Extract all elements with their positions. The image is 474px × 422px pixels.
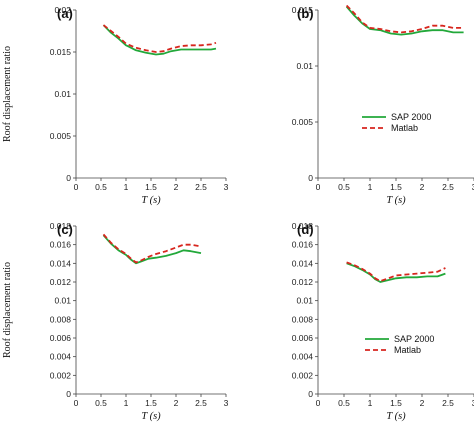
y-tick-label: 0.002	[50, 370, 72, 380]
y-tick-label: 0.016	[292, 240, 314, 250]
legend-label: SAP 2000	[391, 112, 431, 122]
chart-panel-a: 0 0.005 0.01 0.015 0.02 0 0.5 1 1.5 2 2.5 3 (a) T (s)…	[2, 5, 229, 206]
y-tick-label: 0.012	[50, 277, 72, 287]
series-line-sap-2000	[102, 24, 217, 56]
x-tick-label: 1	[124, 398, 129, 408]
y-tick-label: 0.006	[292, 333, 314, 343]
x-tick-label: 1.5	[390, 398, 402, 408]
y-tick-label: 0.004	[50, 352, 72, 362]
chart-panel-b: 0 0.005 0.01 0.015 0 0.5 1 1.5 2 2.5 3 (b) T (s) SAP …	[292, 4, 474, 206]
y-tick-label: 0.004	[292, 352, 314, 362]
y-tick-label: 0.01	[54, 89, 71, 99]
x-tick-label: 0	[74, 182, 79, 192]
x-tick-label: 0	[316, 182, 321, 192]
panel-label: (b)	[297, 6, 314, 21]
panel-label: (d)	[297, 222, 314, 237]
x-tick-label: 1	[124, 182, 129, 192]
x-tick-label: 1	[368, 398, 373, 408]
y-tick-label: 0.012	[292, 277, 314, 287]
series-line-sap-2000	[345, 6, 464, 36]
x-tick-label: 1.5	[390, 182, 402, 192]
y-tick-label: 0	[308, 173, 313, 183]
y-tick-label: 0.018	[50, 221, 72, 231]
y-tick-label: 0.005	[292, 117, 314, 127]
x-tick-label: 2.5	[195, 182, 207, 192]
legend-label: Matlab	[394, 345, 421, 355]
x-tick-label: 2	[420, 398, 425, 408]
x-tick-label: 3	[472, 398, 474, 408]
y-axis-title: Roof displacement ratio	[2, 262, 13, 358]
y-axis-title: Roof displacement ratio	[2, 46, 13, 142]
x-tick-label: 3	[224, 398, 229, 408]
y-tick-label: 0.015	[292, 5, 314, 15]
y-tick-label: 0.005	[50, 131, 72, 141]
legend-label: Matlab	[391, 123, 418, 133]
y-tick-label: 0.014	[50, 258, 72, 268]
y-tick-label: 0	[66, 173, 71, 183]
x-axis-title: T (s)	[141, 195, 161, 206]
series-line-matlab	[345, 4, 464, 34]
y-tick-label: 0.014	[292, 258, 314, 268]
y-tick-label: 0.006	[50, 333, 72, 343]
x-tick-label: 0	[316, 398, 321, 408]
x-tick-label: 2	[174, 398, 179, 408]
series-line-sap-2000	[102, 234, 202, 265]
y-tick-label: 0.018	[292, 221, 314, 231]
x-tick-label: 1	[368, 182, 373, 192]
x-tick-label: 2	[174, 182, 179, 192]
y-tick-label: 0.008	[292, 314, 314, 324]
x-tick-label: 0.5	[338, 182, 350, 192]
x-tick-label: 2.5	[442, 182, 454, 192]
x-tick-label: 3	[472, 182, 474, 192]
y-tick-label: 0.015	[50, 47, 72, 57]
x-axis-title: T (s)	[386, 195, 406, 206]
y-tick-label: 0	[308, 389, 313, 399]
series-line-matlab	[102, 24, 217, 53]
x-tick-label: 3	[224, 182, 229, 192]
series-line-matlab	[102, 233, 202, 264]
x-tick-label: 0.5	[95, 398, 107, 408]
chart-panel-c: 0 0.002 0.004 0.006 0.008 0.01 0.012 0.014 0.016…	[2, 221, 229, 422]
y-tick-label: 0.01	[54, 296, 71, 306]
series-line-matlab	[346, 261, 446, 283]
panel-label: (c)	[57, 222, 73, 237]
x-tick-label: 2.5	[195, 398, 207, 408]
x-tick-label: 0.5	[95, 182, 107, 192]
x-axis-title: T (s)	[141, 411, 161, 422]
panel-label: (a)	[57, 6, 73, 21]
y-tick-label: 0	[66, 389, 71, 399]
x-tick-label: 1.5	[145, 182, 157, 192]
legend-label: SAP 2000	[394, 334, 434, 344]
y-tick-label: 0.008	[50, 314, 72, 324]
y-tick-label: 0.01	[296, 296, 313, 306]
y-tick-label: 0.02	[54, 5, 71, 15]
y-tick-label: 0.016	[50, 240, 72, 250]
x-tick-label: 2	[420, 182, 425, 192]
y-tick-label: 0.002	[292, 370, 314, 380]
x-axis-title: T (s)	[386, 411, 406, 422]
x-tick-label: 1.5	[145, 398, 157, 408]
chart-panel-d: 0 0.002 0.004 0.006 0.008 0.01 0.012 0.014 0.016…	[292, 221, 474, 422]
x-tick-label: 0.5	[338, 398, 350, 408]
x-tick-label: 2.5	[442, 398, 454, 408]
x-tick-label: 0	[74, 398, 79, 408]
y-tick-label: 0.01	[296, 61, 313, 71]
